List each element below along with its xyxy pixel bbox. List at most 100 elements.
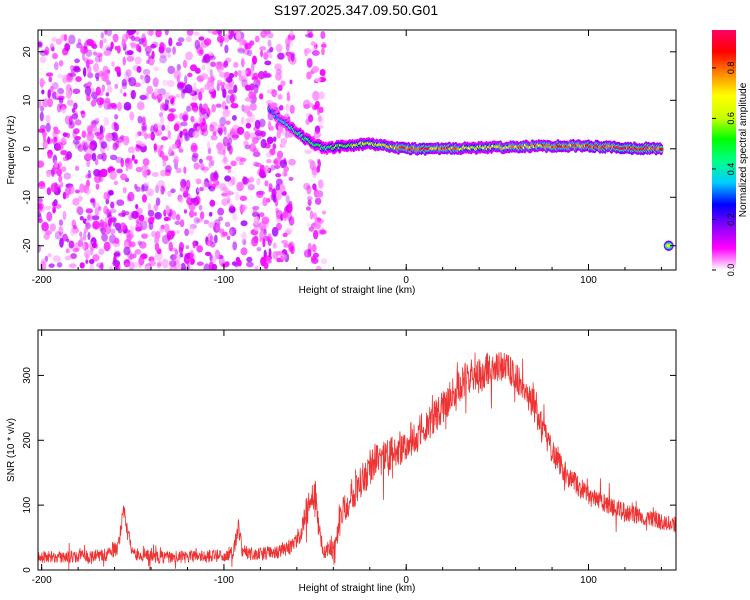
spectrogram-cell xyxy=(304,33,313,38)
spectrogram-cell xyxy=(317,158,321,164)
spectrogram-cell xyxy=(51,52,58,60)
spectrogram-cell xyxy=(175,41,183,47)
spectrogram-cell xyxy=(194,67,201,74)
colorbar-label: Normalized spectral amplitude xyxy=(738,82,749,217)
spectrogram-cell xyxy=(259,93,264,100)
spectrogram-cell xyxy=(179,186,186,192)
spectrogram-cell xyxy=(270,125,274,131)
spectrogram-cell xyxy=(199,107,203,117)
spectrogram-cell xyxy=(121,38,127,48)
spectrogram-cell xyxy=(125,69,132,77)
spectrogram-cell xyxy=(268,248,272,258)
x-tick-label: 0 xyxy=(403,275,409,286)
spectrogram-cell xyxy=(287,132,294,138)
spectrogram-cell xyxy=(86,131,95,142)
spectrogram-cell xyxy=(245,122,252,129)
spectrogram-cell xyxy=(206,141,211,150)
spectrogram-cell xyxy=(278,104,284,111)
spectrogram-cell xyxy=(38,160,45,168)
spectrogram-cell xyxy=(303,249,312,258)
spectrogram-cell xyxy=(224,189,232,198)
spectrogram-cell xyxy=(40,258,48,264)
spectrogram-cell xyxy=(224,82,233,90)
spectrogram-cell xyxy=(79,183,85,194)
spectrogram-cell xyxy=(131,262,140,268)
spectrogram-cell xyxy=(203,263,211,270)
spectrogram-cell xyxy=(165,124,170,133)
spectrogram-cell xyxy=(217,30,223,37)
spectrogram-cell xyxy=(141,165,149,170)
spectrogram-cell xyxy=(142,68,151,75)
spectrogram-cell xyxy=(42,131,47,138)
spectrogram-cell xyxy=(203,178,210,188)
spectrogram-cell xyxy=(82,242,86,250)
y-tick-label: -10 xyxy=(22,190,33,205)
spectrogram-cell xyxy=(179,219,185,228)
spectrogram-cell xyxy=(234,70,238,78)
spectrogram-cell xyxy=(659,147,664,151)
spectrogram-cell xyxy=(53,61,59,71)
spectrogram-cell xyxy=(267,39,272,48)
spectrogram-cell xyxy=(53,159,59,168)
spectrogram-cell xyxy=(147,209,155,217)
spectrogram-cell xyxy=(192,240,196,249)
spectrogram-cell xyxy=(256,78,261,85)
spectrogram-cell xyxy=(121,79,128,87)
spectrogram-cell xyxy=(184,228,190,237)
spectrogram-cell xyxy=(202,111,210,120)
spectrogram-cell xyxy=(108,190,114,196)
spectrogram-cell xyxy=(58,60,64,67)
spectrogram-cell xyxy=(151,50,155,60)
spectrogram-cell xyxy=(196,218,203,223)
spectrogram-cell xyxy=(135,166,143,173)
spectrogram-cell xyxy=(243,104,251,113)
spectrogram-cell xyxy=(87,125,93,136)
spectrogram-cell xyxy=(199,186,205,192)
spectrogram-cell xyxy=(312,104,317,111)
spectrogram-cell xyxy=(109,154,118,161)
spectrogram-cell xyxy=(44,255,49,262)
spectrogram-cell xyxy=(144,265,152,270)
spectrogram-cell xyxy=(209,199,216,207)
spectrogram-cell xyxy=(135,131,140,138)
spectrogram-cell xyxy=(49,223,56,232)
spectrogram-cell xyxy=(221,231,228,237)
spectrogram-cell xyxy=(185,51,194,61)
spectrogram-cell xyxy=(109,170,117,180)
spectrogram-cell xyxy=(64,193,69,199)
spectrogram-cell xyxy=(128,267,133,270)
spectrogram-cell xyxy=(82,67,87,77)
spectrogram-cell xyxy=(116,199,125,206)
spectrogram-cell xyxy=(103,69,109,80)
spectrogram-cell xyxy=(193,82,197,92)
spectrogram-cell xyxy=(46,211,53,222)
spectrogram-cell xyxy=(160,102,166,109)
spectrogram-cell xyxy=(82,142,88,152)
spectrogram-cell xyxy=(67,123,74,128)
spectrogram-cell xyxy=(162,79,169,86)
snr-y-label: SNR (10 * v/v) xyxy=(6,418,17,482)
spectrogram-cell xyxy=(107,217,112,227)
spectrogram-cell xyxy=(176,167,182,174)
spectrogram-cell xyxy=(142,220,147,225)
spectrogram-cell xyxy=(250,62,255,72)
spectrogram-cell xyxy=(139,220,148,231)
spectrogram-cell xyxy=(120,157,125,168)
spectrogram-cell xyxy=(286,203,293,214)
spectrogram-cell xyxy=(80,110,85,115)
spectrogram-x-label: Height of straight line (km) xyxy=(299,285,416,296)
spectrogram-cell xyxy=(227,168,232,174)
spectrogram-cell xyxy=(210,176,217,182)
spectrogram-cell xyxy=(306,222,310,227)
spectrogram-cell xyxy=(193,197,200,207)
spectrogram-cell xyxy=(161,258,169,269)
spectrogram-cell xyxy=(159,224,165,234)
spectrogram-cell xyxy=(163,216,170,222)
spectrogram-cell xyxy=(59,97,64,104)
spectrogram-cell xyxy=(124,71,130,82)
spectrogram-cell xyxy=(199,49,204,55)
spectrogram-cell xyxy=(156,261,163,267)
spectrogram-cell xyxy=(200,122,208,133)
spectrogram-cell xyxy=(212,30,218,35)
spectrogram-cell xyxy=(123,92,127,97)
